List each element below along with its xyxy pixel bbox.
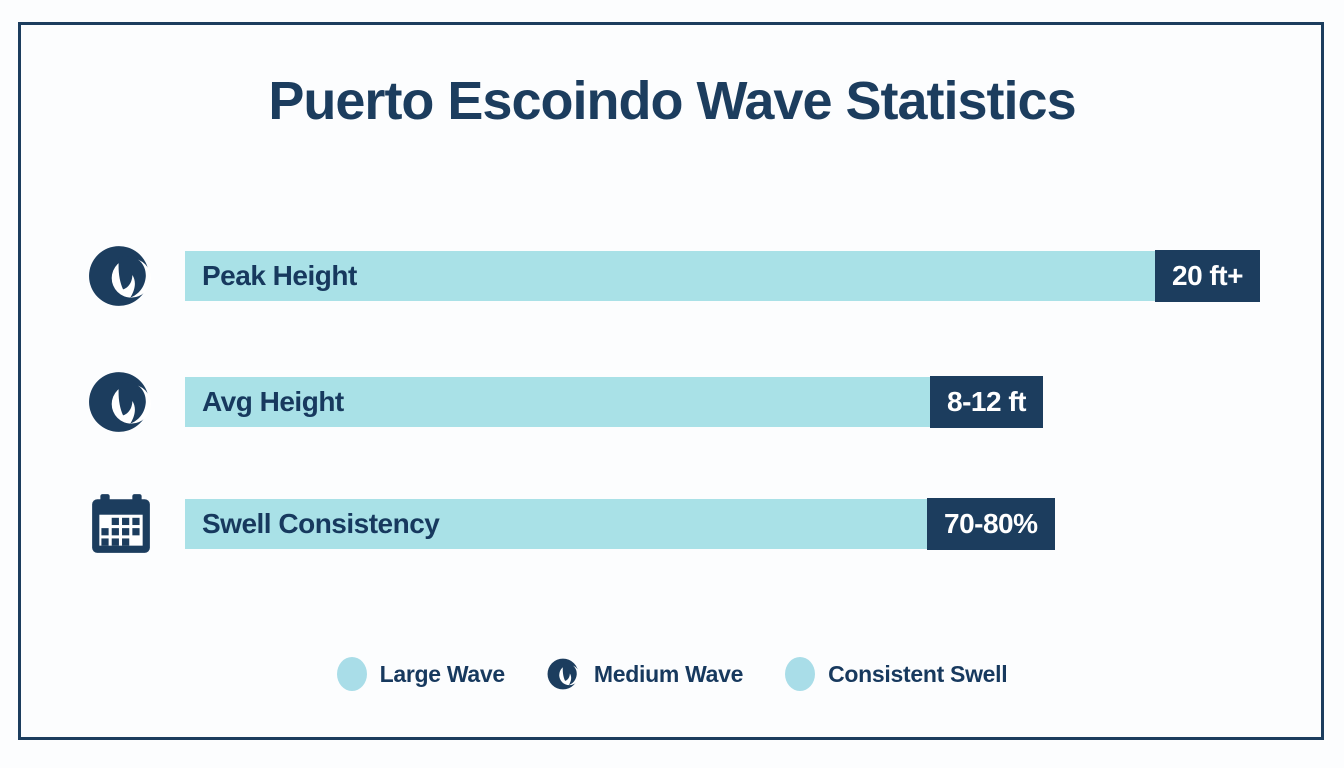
wave-icon — [547, 657, 581, 691]
stat-value-badge: 8-12 ft — [930, 376, 1043, 428]
stat-row-avg-height: Avg Height 8-12 ft — [88, 369, 1043, 435]
stat-bar: Swell Consistency — [185, 499, 927, 549]
stat-value-badge: 20 ft+ — [1155, 250, 1260, 302]
wave-icon — [88, 369, 154, 435]
stat-label: Avg Height — [202, 386, 344, 417]
legend-item-medium-wave: Medium Wave — [547, 657, 743, 691]
legend-label: Large Wave — [379, 660, 506, 687]
legend-item-large-wave: Large Wave — [336, 657, 506, 691]
stat-label: Swell Consistency — [202, 508, 440, 539]
legend-label: Medium Wave — [593, 660, 744, 687]
legend-label: Consistent Swell — [828, 660, 1008, 687]
wave-icon — [88, 243, 154, 309]
calendar-icon — [88, 491, 154, 557]
page-title: Puerto Escoindo Wave Statistics — [268, 71, 1076, 131]
stat-bar: Peak Height — [185, 251, 1155, 301]
stat-label: Peak Height — [202, 260, 357, 291]
stat-value-badge: 70-80% — [927, 498, 1055, 550]
stat-row-swell-consistency: Swell Consistency 70-80% — [88, 491, 1055, 557]
legend: Large Wave Medium Wave Consistent Swell — [0, 652, 1344, 696]
stat-row-peak-height: Peak Height 20 ft+ — [88, 243, 1260, 309]
circle-swatch-icon — [336, 657, 367, 691]
circle-swatch-icon — [785, 657, 816, 691]
frame-border — [18, 22, 1324, 740]
legend-item-consistent-swell: Consistent Swell — [785, 657, 1008, 691]
stat-bar: Avg Height — [185, 377, 930, 427]
